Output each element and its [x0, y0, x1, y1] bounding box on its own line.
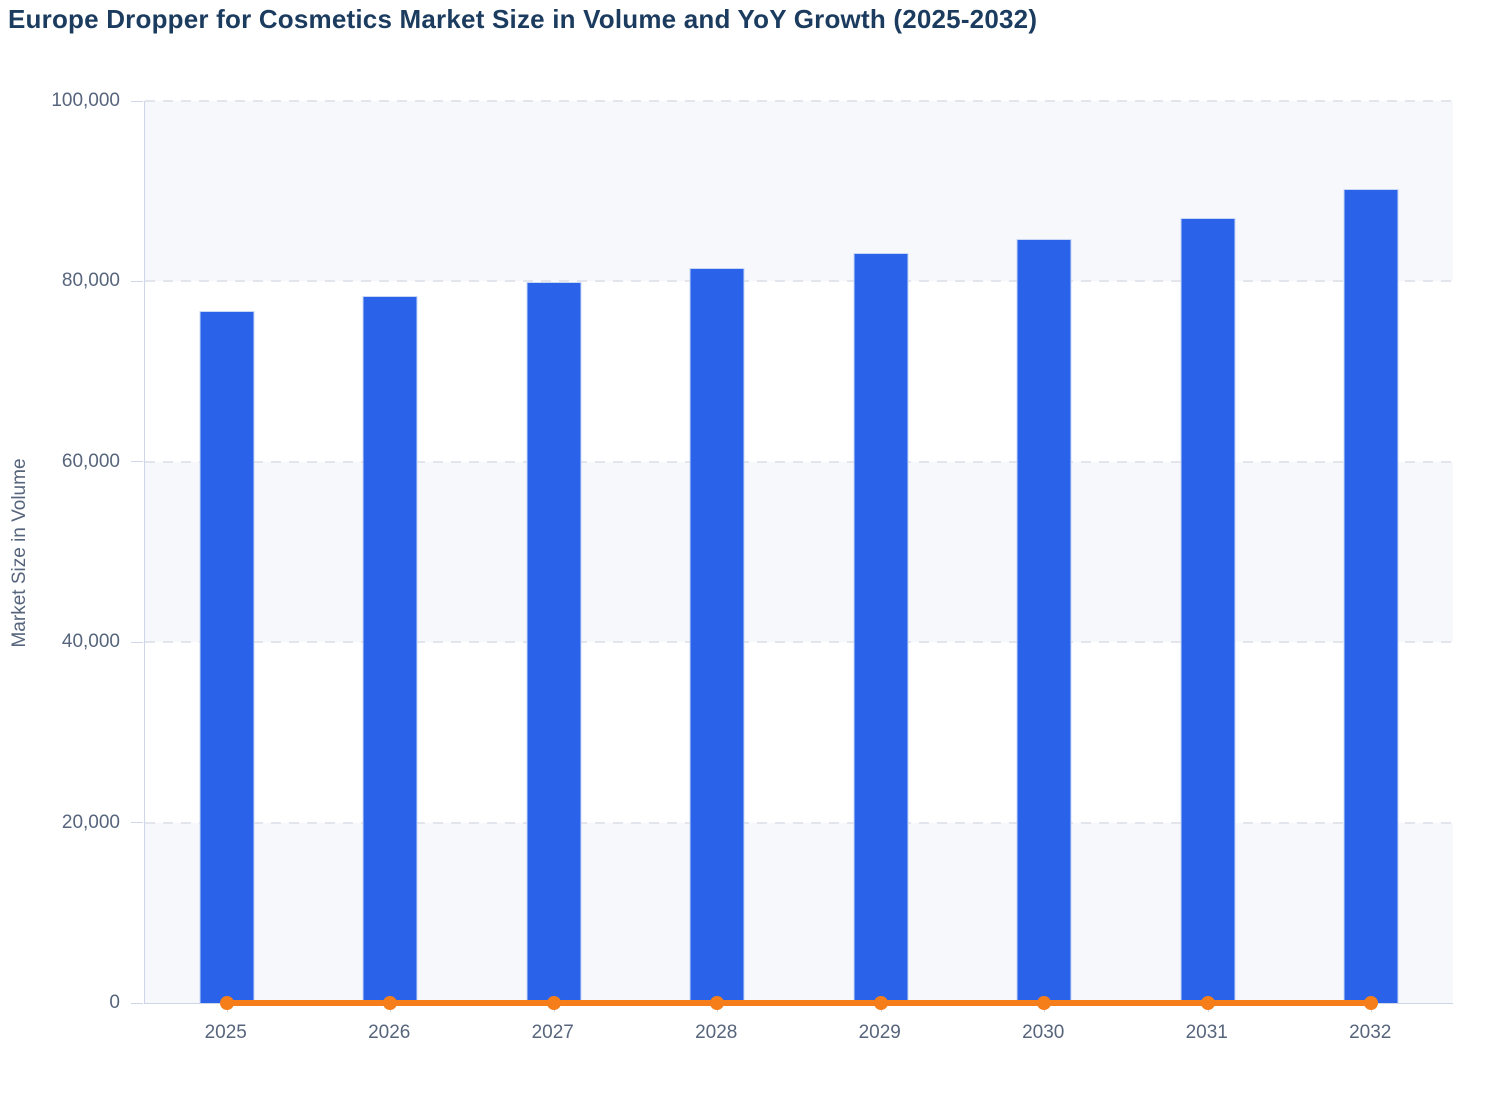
yoy-marker-2027[interactable] — [546, 996, 561, 1010]
yoy-marker-2025[interactable] — [219, 996, 234, 1010]
category-slot-2028 — [636, 101, 800, 1012]
y-tick-mark — [131, 822, 143, 824]
gridline — [145, 641, 1453, 644]
x-axis-label-2027: 2027 — [531, 1022, 574, 1043]
gridline — [145, 460, 1453, 463]
x-axis-label-2025: 2025 — [204, 1022, 247, 1043]
category-slot-2032 — [1290, 101, 1454, 1012]
yoy-marker-2026[interactable] — [383, 996, 398, 1010]
bar-2026[interactable] — [362, 295, 418, 1003]
x-axis-label-2030: 2030 — [1022, 1022, 1065, 1043]
bar-2029[interactable] — [853, 253, 909, 1003]
chart-title: Europe Dropper for Cosmetics Market Size… — [8, 4, 1038, 34]
bar-2030[interactable] — [1016, 239, 1072, 1003]
category-slot-2030 — [963, 101, 1127, 1012]
y-tick-label: 100,000 — [51, 90, 120, 111]
yoy-marker-2032[interactable] — [1364, 996, 1379, 1010]
category-slot-2031 — [1126, 101, 1290, 1012]
x-axis-label-2026: 2026 — [368, 1022, 411, 1043]
plot-area — [144, 100, 1454, 1012]
y-tick-mark — [131, 1002, 143, 1004]
bars-layer — [145, 101, 1454, 1012]
y-tick-label: 0 — [109, 992, 120, 1013]
gridline — [145, 100, 1453, 102]
category-slot-2029 — [799, 101, 963, 1012]
x-axis-label-2028: 2028 — [695, 1022, 738, 1043]
category-slot-2026 — [309, 101, 473, 1012]
x-axis-labels: 2025 2026 2027 2028 2029 2030 2031 2032 — [144, 1022, 1452, 1044]
y-tick-mark — [131, 100, 143, 102]
y-axis: 100,000 80,000 60,000 40,000 20,000 0 — [0, 90, 144, 1013]
y-tick-mark — [131, 461, 143, 463]
y-tick-label: 60,000 — [61, 450, 120, 472]
bar-2027[interactable] — [526, 282, 582, 1003]
yoy-marker-2029[interactable] — [873, 996, 888, 1010]
y-tick-mark — [131, 641, 143, 643]
category-slot-2025 — [145, 101, 309, 1012]
y-tick-label: 20,000 — [61, 811, 120, 833]
x-axis-label-2029: 2029 — [858, 1022, 901, 1043]
bar-2025[interactable] — [199, 311, 255, 1003]
bar-2032[interactable] — [1343, 188, 1399, 1003]
gridline — [145, 821, 1453, 824]
y-tick-label: 80,000 — [61, 270, 120, 292]
bar-2028[interactable] — [689, 267, 745, 1003]
yoy-marker-2030[interactable] — [1037, 996, 1052, 1010]
bar-2031[interactable] — [1180, 218, 1236, 1003]
y-tick-label: 40,000 — [61, 631, 120, 653]
x-axis-label-2032: 2032 — [1349, 1022, 1392, 1043]
yoy-marker-2028[interactable] — [710, 996, 725, 1010]
yoy-growth-line[interactable] — [226, 1000, 1372, 1006]
category-slot-2027 — [472, 101, 636, 1012]
yoy-marker-2031[interactable] — [1200, 996, 1215, 1010]
y-tick-mark — [131, 280, 143, 282]
gridline — [145, 280, 1453, 283]
x-axis-label-2031: 2031 — [1185, 1022, 1228, 1043]
